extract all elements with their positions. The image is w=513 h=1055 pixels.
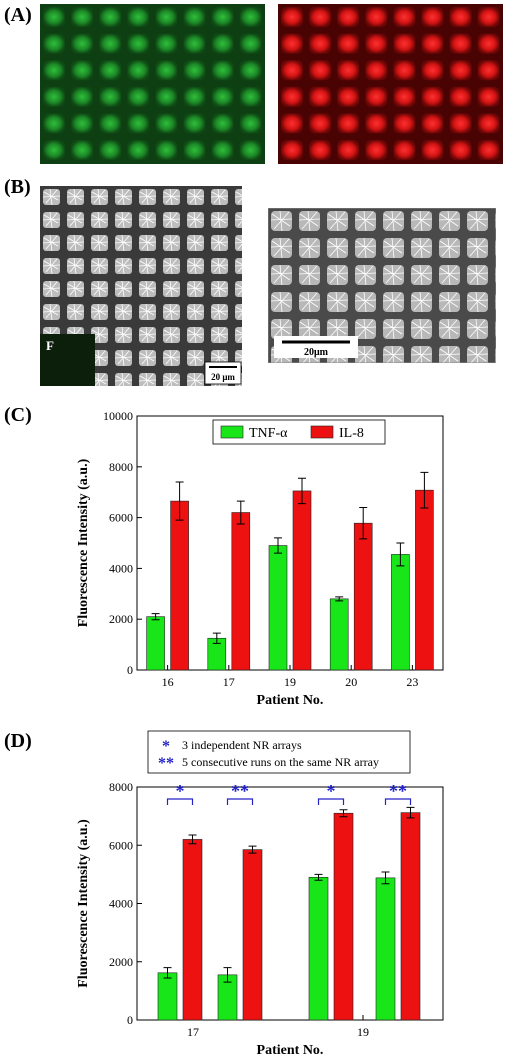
chart-c-legend-swatch-tnf: [220, 425, 244, 439]
chart-c-bar-il8: [415, 489, 434, 671]
chart-c-bar-tnf-error-bar: [396, 542, 405, 567]
chart-d-bracket: [166, 798, 194, 805]
chart-d-bar-tnf: [157, 972, 178, 1021]
chart-d-legend-symbol: **: [158, 755, 174, 772]
chart-d-bracket-marker: **: [389, 781, 407, 801]
chart-c-legend-swatch-il8: [310, 425, 334, 439]
chart-d-bracket: [384, 798, 412, 805]
chart-c-bar-tnf-error-bar: [212, 632, 221, 644]
chart-c-xtick-label: 16: [162, 675, 174, 689]
chart-c-bar-tnf-error-bar: [151, 613, 160, 621]
chart-c-xtick-label: 23: [406, 675, 418, 689]
chart-d-bracket-marker: **: [231, 781, 249, 801]
chart-d-legend-box: [147, 730, 411, 774]
panel-label-b: (B): [4, 176, 31, 198]
chart-d-legend-text: 5 consecutive runs on the same NR array: [182, 755, 379, 769]
chart-d-bar-il8-error-bar: [339, 809, 348, 818]
chart-d-xtick-label: 17: [187, 1025, 199, 1039]
chart-d: 0 2000 4000 6000 8000 Patient No. Fluorescence…: [76, 730, 444, 1055]
chart-d-xlabel: Patient No.: [257, 1043, 324, 1055]
chart-c-legend-label-tnf: TNF-α: [249, 426, 288, 441]
chart-d-bar-il8: [242, 849, 263, 1021]
chart-c-bar-il8-error-bar: [175, 481, 184, 521]
chart-d-bar-il8: [400, 812, 421, 1021]
chart-c-bar-tnf: [329, 598, 349, 671]
chart-c-xtick-label: 17: [223, 675, 235, 689]
panel-label-a: (A): [4, 4, 32, 26]
chart-c-bar-il8-error-bar: [359, 506, 368, 540]
chart-d-bar-tnf-error-bar: [223, 967, 232, 983]
chart-d-bar-tnf-error-bar: [314, 873, 323, 881]
chart-d-ytick-label: 6000: [109, 838, 133, 852]
chart-c-legend-label-il8: IL-8: [339, 426, 364, 441]
chart-d-bracket-marker: *: [176, 781, 185, 801]
chart-d-xtick-label: 19: [357, 1025, 369, 1039]
chart-c: 0 2000 4000 6000 8000 10000 Patient No. Fluores…: [76, 409, 444, 708]
panel-label-d: (D): [4, 730, 32, 752]
chart-c-ytick-label: 8000: [109, 460, 133, 474]
chart-d-bar-tnf: [308, 876, 329, 1021]
chart-d-ytick-label: 4000: [109, 897, 133, 911]
chart-c-bar-il8: [170, 500, 189, 671]
chart-c-bar-tnf: [146, 616, 165, 671]
sem-image-left: F 20 μm: [40, 186, 242, 386]
chart-d-ytick-label: 0: [127, 1013, 133, 1027]
chart-c-xtick-label: 19: [284, 675, 296, 689]
chart-d-bar-il8-error-bar: [248, 845, 257, 854]
sem-image-right: 20μm: [268, 208, 496, 363]
panel-label-c: (C): [4, 404, 32, 426]
chart-c-xlabel: Patient No.: [257, 693, 324, 708]
chart-c-ytick-label: 10000: [103, 409, 133, 423]
chart-c-bar-tnf-error-bar: [274, 537, 282, 554]
chart-d-bar-il8-error-bar: [188, 834, 197, 845]
chart-d-legend-symbol: *: [162, 738, 170, 755]
red-fluorescence-image: [278, 4, 503, 164]
chart-c-ytick-label: 2000: [109, 612, 133, 626]
chart-d-bar-il8-error-bar: [406, 806, 415, 819]
chart-d-ytick-label: 2000: [109, 955, 133, 969]
chart-c-bar-tnf-error-bar: [335, 596, 344, 602]
chart-d-bracket-marker: *: [327, 781, 336, 801]
chart-c-ytick-label: 4000: [109, 561, 133, 575]
chart-d-bar-il8: [333, 812, 354, 1021]
green-fluorescence-image: [40, 4, 265, 164]
chart-d-bar-il8: [182, 839, 203, 1021]
chart-c-ytick-label: 0: [127, 663, 133, 677]
chart-c-bar-tnf: [391, 554, 410, 671]
chart-c-bar-tnf: [268, 545, 288, 671]
chart-c-ylabel: Fluorescence Intensity (a.u.): [76, 458, 91, 627]
chart-d-ylabel: Fluorescence Intensity (a.u.): [76, 819, 91, 988]
chart-c-ytick-label: 6000: [109, 511, 133, 525]
scale-bar-right: 20μm: [304, 347, 329, 358]
chart-d-bar-tnf: [375, 877, 396, 1021]
chart-c-bar-il8: [292, 490, 312, 671]
chart-d-bracket: [317, 798, 345, 805]
chart-d-ytick-label: 8000: [109, 780, 133, 794]
inset-label: F: [46, 338, 54, 353]
chart-c-bar-il8: [231, 512, 251, 671]
chart-c-bar-il8-error-bar: [236, 500, 245, 525]
scale-bar-left: 20 μm: [211, 372, 235, 382]
chart-c-bar-il8: [353, 522, 373, 671]
chart-d-bar-tnf-error-bar: [381, 871, 390, 885]
chart-d-bracket: [226, 798, 254, 805]
chart-d-legend-text: 3 independent NR arrays: [182, 738, 302, 752]
chart-c-bar-il8-error-bar: [298, 477, 306, 505]
chart-c-xtick-label: 20: [345, 675, 357, 689]
chart-d-bar-tnf-error-bar: [163, 967, 172, 979]
chart-c-bar-il8-error-bar: [420, 471, 429, 509]
